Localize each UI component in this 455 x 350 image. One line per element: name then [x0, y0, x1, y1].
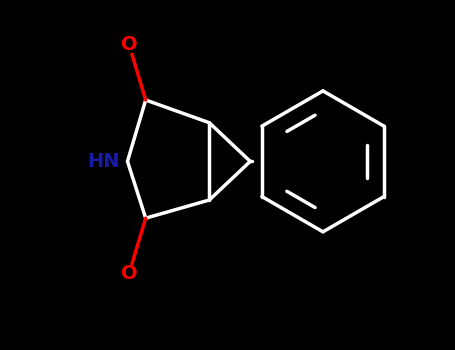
Text: O: O: [121, 264, 137, 283]
Text: O: O: [121, 35, 137, 54]
Text: HN: HN: [87, 152, 119, 171]
